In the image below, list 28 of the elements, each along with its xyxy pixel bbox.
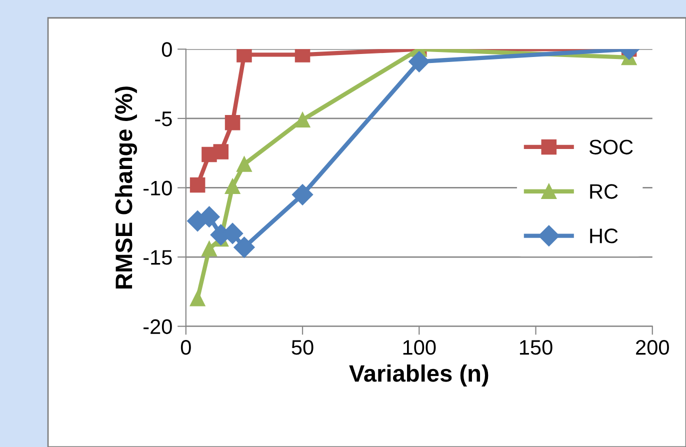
point [190,290,206,306]
y-tick-label: -10 [144,180,172,196]
x-tick-label: 150 [520,340,552,355]
x-tick-label: 50 [292,340,314,355]
point [224,114,240,130]
point [292,184,314,206]
point [213,144,229,160]
legend-label: HC [590,228,618,244]
point [202,241,217,256]
x-tick-label: 100 [403,340,436,355]
y-tick-label: -15 [144,250,172,265]
x-tick-label: 0 [180,340,191,355]
point [224,178,240,194]
point [190,177,206,193]
legend-label: RC [590,184,618,199]
point [236,49,252,62]
y-tick-label: -5 [155,112,172,126]
point [294,49,310,62]
y-tick-label: -20 [144,319,172,334]
x-tick-label: 200 [636,340,669,355]
point [236,156,252,172]
legend-label: SOC [589,140,633,154]
y-axis-title: RMSE Change (%) [114,86,138,288]
point [234,236,255,258]
point [408,51,430,72]
y-tick-label: 0 [162,42,172,57]
point [294,112,310,128]
x-axis-title: Variables (n) [349,364,488,386]
